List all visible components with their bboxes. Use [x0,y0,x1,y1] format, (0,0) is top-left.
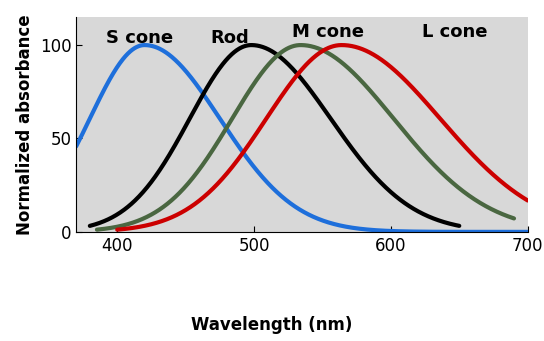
Y-axis label: Normalized absorbance: Normalized absorbance [16,14,34,235]
Text: S cone: S cone [106,29,174,47]
Text: L cone: L cone [422,23,488,41]
Text: M cone: M cone [292,23,364,41]
Text: Rod: Rod [210,29,249,47]
Text: Wavelength (nm): Wavelength (nm) [191,316,353,334]
